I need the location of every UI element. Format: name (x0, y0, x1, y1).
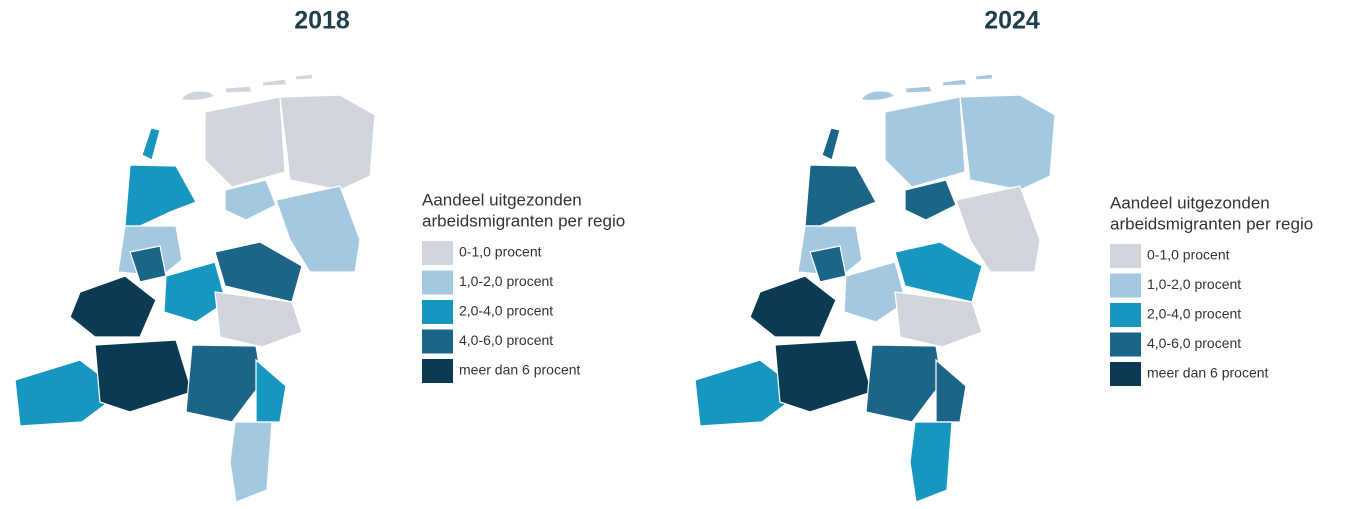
legend-swatch (422, 300, 453, 324)
legend-swatch (422, 270, 453, 295)
legend-swatch (1110, 362, 1141, 386)
legend-swatch (422, 329, 453, 354)
legend-swatch (422, 241, 453, 265)
legend-swatch (1110, 303, 1141, 327)
legend-label: 2,0-4,0 procent (459, 303, 553, 319)
legend-swatch (422, 359, 453, 383)
legend-label: 2,0-4,0 procent (1147, 306, 1241, 322)
legend-label: meer dan 6 procent (459, 362, 581, 378)
legend-label: meer dan 6 procent (1147, 365, 1269, 381)
legend-label: 1,0-2,0 procent (459, 273, 553, 289)
legend-label: 1,0-2,0 procent (1147, 276, 1241, 292)
legend-title: Aandeel uitgezonden (1110, 193, 1270, 212)
map-title: 2018 (294, 7, 350, 35)
legend-title: arbeidsmigranten per regio (422, 211, 625, 230)
legend-label: 4,0-6,0 procent (1147, 335, 1241, 351)
legend-swatch (1110, 244, 1141, 268)
legend-label: 0-1,0 procent (459, 244, 542, 260)
legend-swatch (1110, 273, 1141, 298)
legend-title: Aandeel uitgezonden (422, 190, 582, 209)
map-title: 2024 (984, 7, 1040, 35)
legend-swatch (1110, 332, 1141, 357)
legend-label: 0-1,0 procent (1147, 247, 1230, 263)
legend-label: 4,0-6,0 procent (459, 332, 553, 348)
map-2024 (694, 73, 1056, 503)
map-2018 (14, 73, 376, 503)
legend-title: arbeidsmigranten per regio (1110, 214, 1313, 233)
